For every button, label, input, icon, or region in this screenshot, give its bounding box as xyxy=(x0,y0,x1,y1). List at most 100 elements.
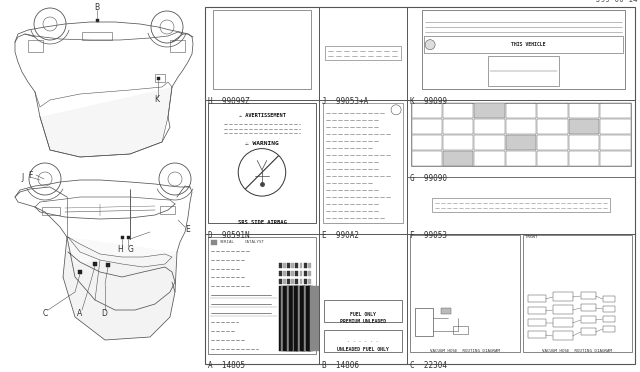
Bar xyxy=(600,103,630,118)
Bar xyxy=(488,56,559,86)
Bar xyxy=(304,272,307,276)
Bar xyxy=(300,279,303,285)
Bar xyxy=(537,119,568,134)
Bar xyxy=(208,237,316,354)
Bar xyxy=(412,119,442,134)
Bar xyxy=(537,135,568,150)
Bar xyxy=(415,308,433,336)
Bar xyxy=(106,263,110,267)
Bar xyxy=(28,40,43,52)
Bar xyxy=(527,307,545,314)
Bar xyxy=(308,263,310,269)
Bar xyxy=(443,103,474,118)
Bar xyxy=(324,300,402,322)
Bar xyxy=(296,263,298,269)
Text: PREMIUM UNLEADED: PREMIUM UNLEADED xyxy=(340,319,386,324)
Bar xyxy=(441,308,451,314)
Text: - - - - - -: - - - - - - xyxy=(348,339,379,344)
Bar xyxy=(308,286,312,351)
Bar xyxy=(506,151,536,166)
Bar xyxy=(552,318,573,327)
Bar xyxy=(310,286,319,351)
Bar xyxy=(569,119,599,134)
Bar xyxy=(170,40,185,52)
Text: B: B xyxy=(95,3,100,12)
Bar xyxy=(287,263,290,269)
Bar xyxy=(506,119,536,134)
Bar xyxy=(474,103,505,118)
Bar xyxy=(281,286,285,351)
Bar xyxy=(410,235,520,352)
Bar xyxy=(279,272,282,276)
Text: C: C xyxy=(42,310,47,318)
Bar xyxy=(453,326,468,334)
Bar xyxy=(289,286,298,351)
Text: K  99099: K 99099 xyxy=(410,97,447,106)
Text: K: K xyxy=(154,96,159,105)
Bar xyxy=(279,286,284,351)
Bar xyxy=(474,135,505,150)
Bar xyxy=(506,103,536,118)
Text: B  14806: B 14806 xyxy=(322,361,359,370)
Text: H: H xyxy=(117,246,123,254)
Bar xyxy=(580,316,596,323)
Bar xyxy=(300,263,303,269)
Bar xyxy=(308,279,310,285)
Bar xyxy=(82,32,112,40)
Bar xyxy=(302,286,311,351)
Text: F: F xyxy=(28,170,32,180)
Bar xyxy=(283,279,286,285)
Bar xyxy=(213,10,311,89)
Bar xyxy=(323,103,403,223)
Bar xyxy=(304,286,308,351)
Text: G: G xyxy=(128,246,134,254)
Circle shape xyxy=(425,40,435,50)
Bar xyxy=(78,270,82,274)
Text: VACUUM HOSE  ROUTING DIAGRAM: VACUUM HOSE ROUTING DIAGRAM xyxy=(542,349,612,353)
Bar xyxy=(600,151,630,166)
Text: CATALYST: CATALYST xyxy=(245,240,265,244)
Bar xyxy=(474,151,505,166)
Bar xyxy=(205,7,635,364)
Text: A  14805: A 14805 xyxy=(208,361,245,370)
Bar xyxy=(304,279,307,285)
Text: D: D xyxy=(101,310,107,318)
Text: C  22304: C 22304 xyxy=(410,361,447,370)
Text: J: J xyxy=(22,173,24,182)
Bar xyxy=(306,286,310,351)
Bar xyxy=(291,286,295,351)
Bar xyxy=(527,331,545,338)
Bar xyxy=(298,286,303,351)
Bar xyxy=(283,286,292,351)
Text: SRS SIDE AIRBAG: SRS SIDE AIRBAG xyxy=(237,220,286,225)
Text: UNLEADED FUEL ONLY: UNLEADED FUEL ONLY xyxy=(337,347,389,352)
Bar xyxy=(283,263,286,269)
Bar xyxy=(537,151,568,166)
Bar xyxy=(569,135,599,150)
Bar xyxy=(296,279,298,285)
Bar xyxy=(537,103,568,118)
Bar xyxy=(506,135,536,150)
Text: SERIAL: SERIAL xyxy=(220,240,235,244)
Bar xyxy=(324,330,402,352)
Bar xyxy=(308,272,310,276)
Bar xyxy=(569,103,599,118)
Bar xyxy=(602,326,614,332)
Text: THIS VEHICLE: THIS VEHICLE xyxy=(511,42,546,47)
Bar xyxy=(93,262,97,266)
Text: J99 00 14: J99 00 14 xyxy=(596,0,638,4)
Bar xyxy=(522,235,632,352)
Text: FRONT: FRONT xyxy=(525,235,538,239)
Bar xyxy=(412,151,442,166)
Bar xyxy=(279,263,282,269)
Bar xyxy=(424,36,623,53)
Bar xyxy=(287,279,290,285)
Bar xyxy=(580,304,596,311)
Polygon shape xyxy=(40,87,172,157)
Text: H  99099Z: H 99099Z xyxy=(208,97,250,106)
Polygon shape xyxy=(68,237,172,267)
Bar xyxy=(285,286,289,351)
Bar xyxy=(300,272,303,276)
Bar xyxy=(443,119,474,134)
Bar xyxy=(474,119,505,134)
